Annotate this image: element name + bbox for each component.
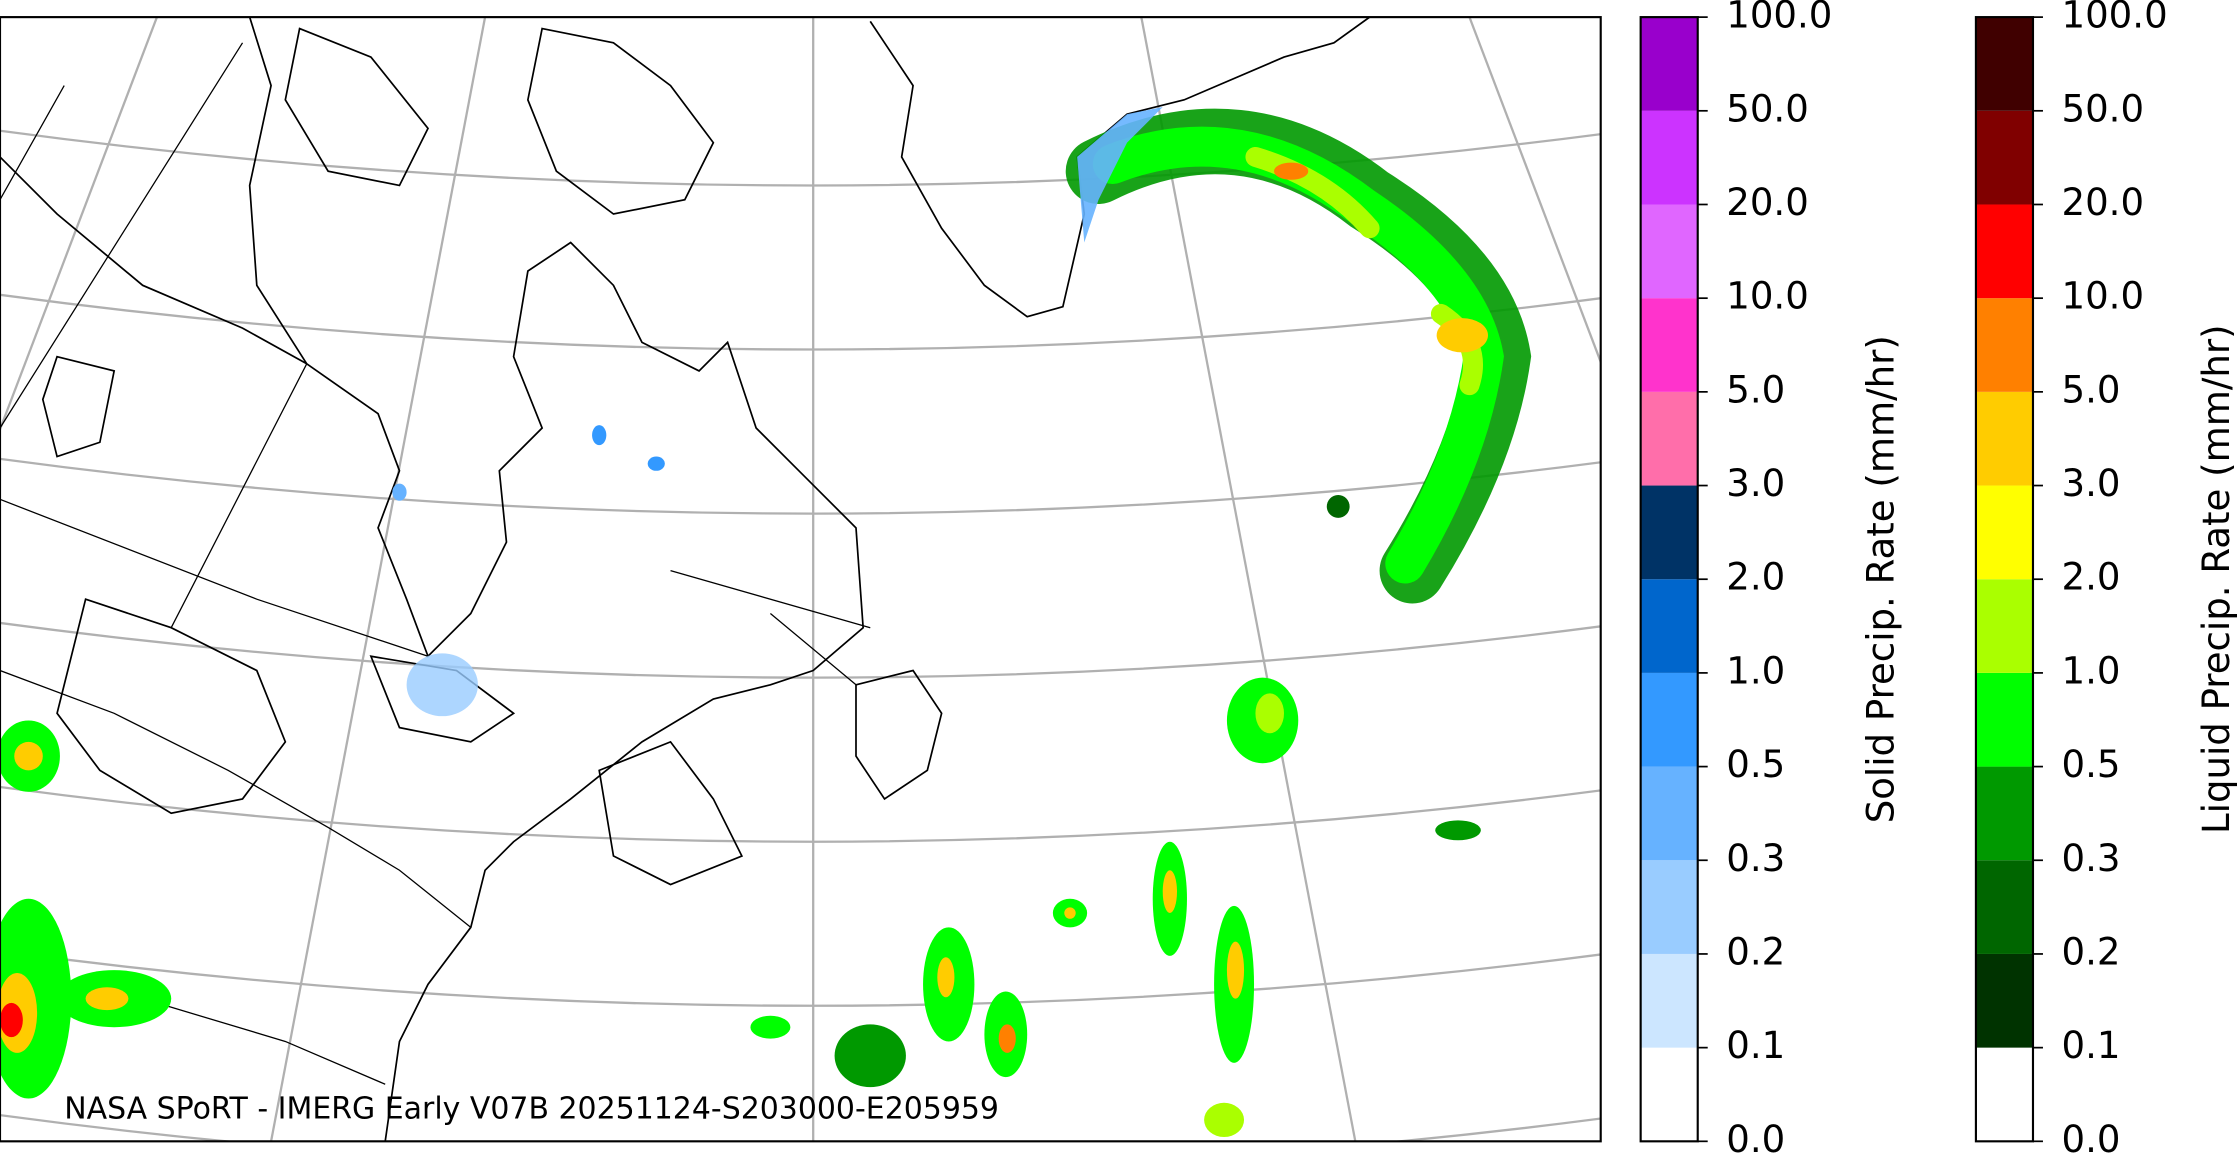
colorbar-label: Liquid Precip. Rate (mm/hr) <box>2195 324 2237 834</box>
colorbar-tick-label: 0.0 <box>1726 1118 1785 1161</box>
colorbar-segment <box>1640 110 1698 205</box>
colorbar-tick-label: 0.3 <box>2062 837 2121 880</box>
colorbar-label: Solid Precip. Rate (mm/hr) <box>1860 335 1903 823</box>
colorbar-segment <box>1640 766 1698 861</box>
map-frame <box>0 16 1602 1143</box>
colorbar-segment <box>1975 860 2033 954</box>
colorbar-segment <box>1640 579 1698 673</box>
colorbar-tick-label: 3.0 <box>2062 462 2121 505</box>
colorbar-tick-label: 3.0 <box>1726 462 1785 505</box>
colorbar-tick-label: 100.0 <box>1726 0 1832 37</box>
colorbar-tick-label: 0.0 <box>2062 1118 2121 1161</box>
colorbar-tick-label: 10.0 <box>2062 275 2145 318</box>
colorbar-segment <box>1975 1047 2033 1142</box>
colorbar-tick-label: 1.0 <box>2062 649 2121 692</box>
colorbar-tick-label: 0.2 <box>2062 930 2121 973</box>
precipitation <box>0 106 1532 1138</box>
colorbar-segment <box>1640 391 1698 486</box>
map-footer: NASA SPoRT - IMERG Early V07B 20251124-S… <box>64 1091 999 1126</box>
colorbar-tick-label: 5.0 <box>1726 368 1785 411</box>
colorbar-tick-label: 0.1 <box>1726 1024 1785 1067</box>
meridians <box>0 17 1601 1142</box>
colorbar-tick-label: 1.0 <box>1726 649 1785 692</box>
colorbar-segment <box>1640 485 1698 580</box>
colorbar-tick-label: 50.0 <box>2062 87 2145 130</box>
colorbar-tick-label: 20.0 <box>1726 181 1809 224</box>
colorbar-segment <box>1975 766 2033 861</box>
colorbar-segment <box>1640 953 1698 1048</box>
colorbar-segment <box>1640 17 1698 111</box>
colorbar-tick-label: 0.3 <box>1726 837 1785 880</box>
map: NASA SPoRT - IMERG Early V07B 20251124-S… <box>0 17 1601 1142</box>
colorbar-tick-label: 100.0 <box>2062 0 2168 37</box>
colorbar-segment <box>1975 391 2033 486</box>
colorbar-tick-label: 0.5 <box>1726 743 1785 786</box>
colorbar-tick-label: 20.0 <box>2062 181 2145 224</box>
colorbar-tick-label: 2.0 <box>1726 556 1785 599</box>
colorbar-tick-label: 0.1 <box>2062 1024 2121 1067</box>
colorbar-segment <box>1975 298 2033 392</box>
colorbar-segment <box>1975 579 2033 673</box>
colorbar-segment <box>1975 110 2033 205</box>
colorbar-segment <box>1975 17 2033 111</box>
colorbar-segment <box>1975 204 2033 299</box>
colorbar-segment <box>1975 485 2033 580</box>
colorbar-segment <box>1975 672 2033 767</box>
colorbar-tick-label: 0.5 <box>2062 743 2121 786</box>
colorbar-segment <box>1975 953 2033 1048</box>
colorbar-tick-label: 5.0 <box>2062 368 2121 411</box>
colorbar-tick-label: 50.0 <box>1726 87 1809 130</box>
colorbar-segment <box>1640 672 1698 767</box>
coastlines <box>0 17 1371 1142</box>
colorbar-segment <box>1640 860 1698 954</box>
colorbar-tick-label: 2.0 <box>2062 556 2121 599</box>
colorbar-segment <box>1640 1047 1698 1142</box>
colorbar-tick-label: 10.0 <box>1726 275 1809 318</box>
colorbar-segment <box>1640 298 1698 392</box>
colorbars: 0.0 0.1 0.2 0.3 0.5 1.0 2.0 3.0 5.0 10.0 20.0 50.0 1… <box>1639 0 2237 1161</box>
colorbar-segment <box>1640 204 1698 299</box>
colorbar-tick-label: 0.2 <box>1726 930 1785 973</box>
